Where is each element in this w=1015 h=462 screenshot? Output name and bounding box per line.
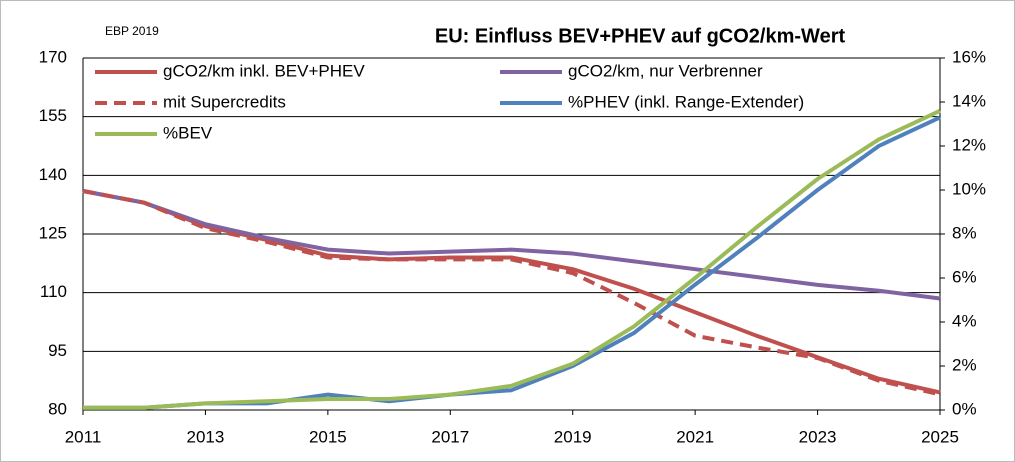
y2-tick-label: 14%: [952, 91, 986, 110]
y2-tick-label: 16%: [952, 47, 986, 66]
y2-tick-label: 0%: [952, 399, 977, 418]
y-tick-label: 155: [39, 106, 67, 125]
x-tick-label: 2021: [676, 427, 714, 446]
x-tick-label: 2023: [799, 427, 837, 446]
x-tick-label: 2025: [921, 427, 959, 446]
legend-label: gCO2/km inkl. BEV+PHEV: [163, 61, 365, 80]
series-line: [82, 189, 941, 301]
y-tick-label: 170: [39, 47, 67, 66]
y-tick-label: 95: [48, 341, 67, 360]
legend-label: gCO2/km, nur Verbrenner: [568, 61, 763, 80]
x-tick-label: 2017: [431, 427, 469, 446]
x-tick-label: 2013: [187, 427, 225, 446]
y-tick-label: 140: [39, 165, 67, 184]
series-line: [83, 108, 941, 410]
y-tick-label: 80: [48, 399, 67, 418]
chart-title: EU: Einfluss BEV+PHEV auf gCO2/km-Wert: [435, 25, 846, 47]
x-tick-label: 2011: [65, 427, 102, 446]
series-line: [82, 189, 941, 397]
y2-tick-label: 2%: [952, 355, 977, 374]
legend-label: mit Supercredits: [163, 92, 286, 111]
y2-tick-label: 4%: [952, 311, 977, 330]
y2-tick-label: 10%: [952, 179, 986, 198]
y2-tick-label: 8%: [952, 223, 977, 242]
source-label: EBP 2019: [105, 24, 159, 38]
x-tick-label: 2019: [554, 427, 592, 446]
x-tick-label: 2015: [309, 427, 347, 446]
y2-tick-label: 12%: [952, 135, 986, 154]
y2-tick-label: 6%: [952, 267, 977, 286]
y-tick-label: 110: [40, 282, 67, 301]
legend-label: %PHEV (inkl. Range-Extender): [568, 92, 804, 111]
legend-label: %BEV: [163, 123, 213, 142]
y-tick-label: 125: [39, 223, 67, 242]
